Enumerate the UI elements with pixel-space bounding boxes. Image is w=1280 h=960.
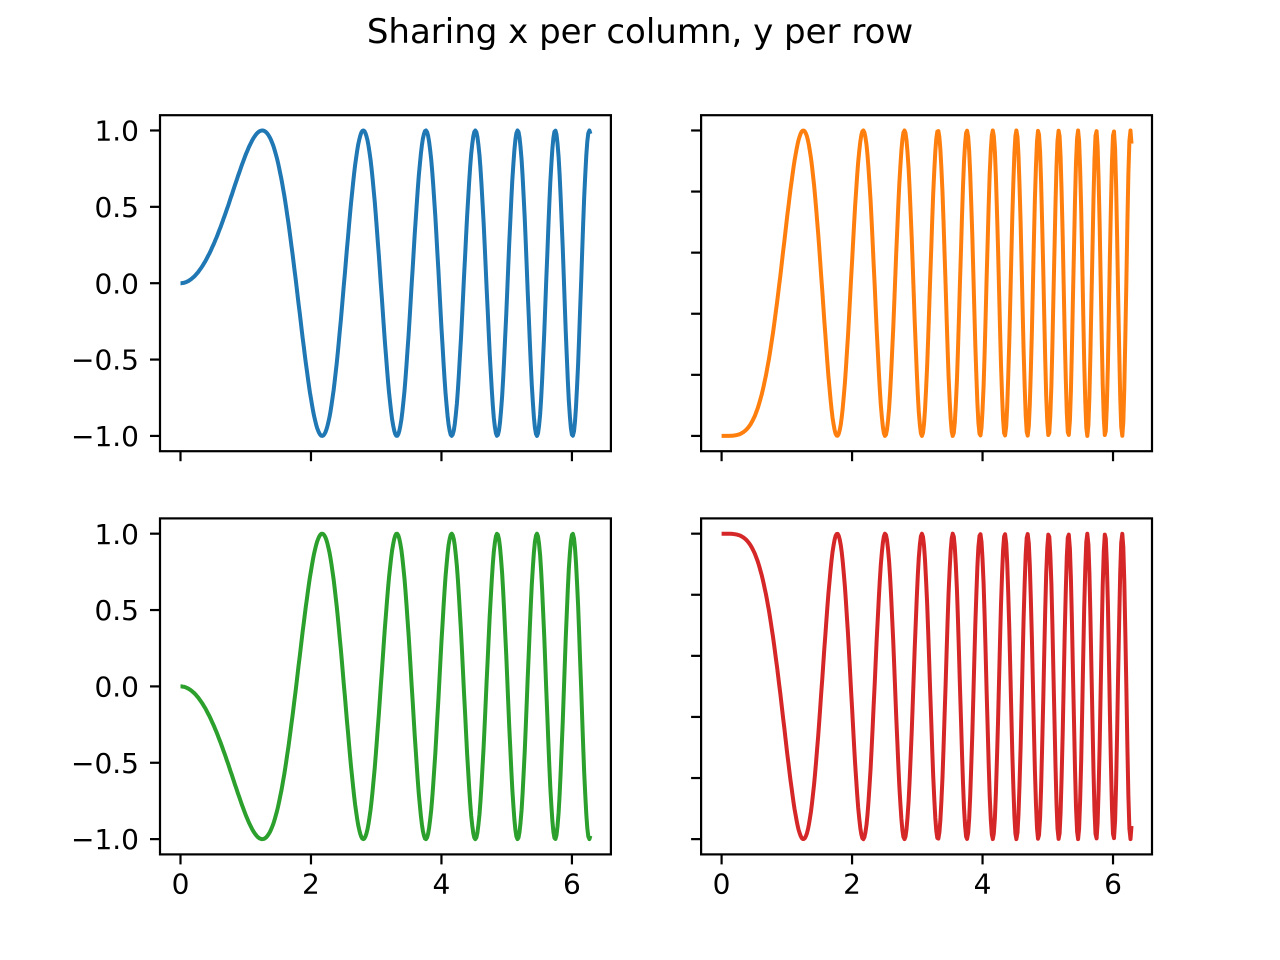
y-tick-label: 0.0 [94, 267, 139, 300]
y-tick-label: −1.0 [71, 823, 139, 856]
y-tick-label: 0.5 [94, 594, 139, 627]
y-tick-label: −0.5 [71, 747, 139, 780]
series-line-bottom-right [720, 531, 1134, 842]
figure-title: Sharing x per column, y per row [366, 12, 914, 52]
subplot-bottom-left: 0 2 4 6 1.0 0.5 0.0 −0.5 −1.0 [71, 517, 612, 900]
y-tick-label: 1.0 [94, 115, 139, 148]
axes-spines [158, 517, 612, 856]
x-tick-label: 0 [713, 867, 731, 900]
x-tick-label: 2 [302, 867, 320, 900]
series-line-top-right [720, 128, 1134, 438]
x-tick-label: 6 [1104, 867, 1122, 900]
subplot-bottom-right: 0 2 4 6 [691, 517, 1154, 900]
y-tick-label: −1.0 [71, 420, 139, 453]
x-tick-label: 4 [433, 867, 451, 900]
x-tick-label: 4 [974, 867, 992, 900]
y-tick-label: 0.0 [94, 670, 139, 703]
axes-spines [699, 114, 1154, 453]
axes-spines [158, 114, 612, 453]
x-tick-label: 2 [843, 867, 861, 900]
subplot-top-right [691, 114, 1154, 462]
y-tick-label: −0.5 [71, 344, 139, 377]
subplot-top-left: 1.0 0.5 0.0 −0.5 −1.0 [71, 114, 612, 462]
series-line-bottom-left [179, 531, 593, 842]
series-line-top-left [179, 128, 593, 438]
x-tick-label: 0 [172, 867, 190, 900]
x-tick-label: 6 [563, 867, 581, 900]
y-tick-label: 1.0 [94, 518, 139, 551]
axes-spines [699, 517, 1154, 856]
y-tick-label: 0.5 [94, 191, 139, 224]
